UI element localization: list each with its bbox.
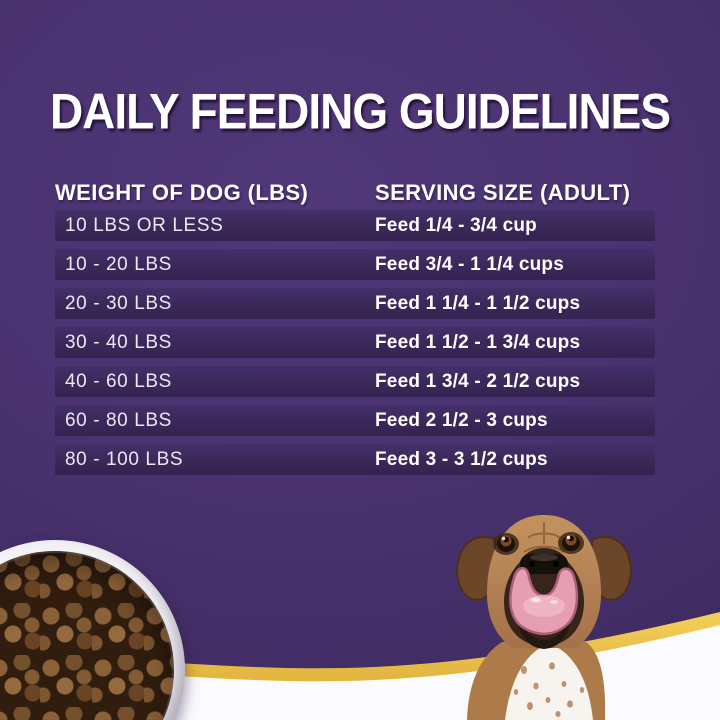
serving-value: Feed 1/4 - 3/4 cup [375,214,537,236]
kibble-bowl-image [0,540,185,720]
serving-value: Feed 1 1/2 - 1 3/4 cups [375,331,581,353]
dog-chin [518,620,570,649]
weight-value: 80 - 100 LBS [65,448,184,470]
serving-value: Feed 2 1/2 - 3 cups [375,409,548,431]
serving-value: Feed 1 1/4 - 1 1/2 cups [375,292,581,314]
table-row: 40 - 60 LBS Feed 1 3/4 - 2 1/2 cups [55,366,655,397]
table-row: 80 - 100 LBS Feed 3 - 3 1/2 cups [55,444,655,475]
table-row: 20 - 30 LBS Feed 1 1/4 - 1 1/2 cups [55,288,655,319]
column-header-weight: WEIGHT OF DOG (LBS) [55,180,309,205]
weight-value: 20 - 30 LBS [65,292,172,314]
serving-value: Feed 1 3/4 - 2 1/2 cups [375,370,581,392]
table-row: 30 - 40 LBS Feed 1 1/2 - 1 3/4 cups [55,327,655,358]
dog-chest-spots [513,662,585,717]
dog-forehead-wrinkles [523,522,565,553]
table-row: 10 - 20 LBS Feed 3/4 - 1 1/4 cups [55,249,655,280]
dog-tongue [509,566,579,636]
serving-value: Feed 3 - 3 1/2 cups [375,448,548,470]
feeding-table: WEIGHT OF DOG (LBS) SERVING SIZE (ADULT)… [55,180,655,483]
weight-value: 30 - 40 LBS [65,331,172,353]
weight-value: 10 - 20 LBS [65,253,172,275]
page-title: DAILY FEEDING GUIDELINES [49,82,671,140]
weight-value: 60 - 80 LBS [65,409,172,431]
weight-value: 40 - 60 LBS [65,370,172,392]
dog-nose [520,554,568,574]
column-header-serving: SERVING SIZE (ADULT) [375,180,631,205]
weight-value: 10 LBS OR LESS [65,214,224,236]
table-row: 60 - 80 LBS Feed 2 1/2 - 3 cups [55,405,655,436]
boxer-dog-image [456,515,632,720]
table-header-row: WEIGHT OF DOG (LBS) SERVING SIZE (ADULT) [55,180,655,206]
dog-eyes [493,532,584,555]
serving-value: Feed 3/4 - 1 1/4 cups [375,253,565,275]
table-row: 10 LBS OR LESS Feed 1/4 - 3/4 cup [55,210,655,241]
